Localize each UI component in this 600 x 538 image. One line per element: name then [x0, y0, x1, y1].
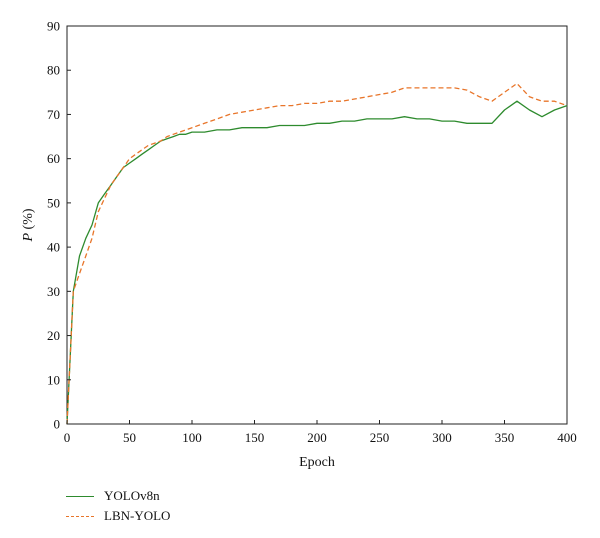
y-tick-label: 60 [47, 151, 60, 166]
y-tick-label: 0 [54, 417, 61, 432]
plot-border [66, 25, 568, 425]
legend-label-lbn-yolo: LBN-YOLO [104, 508, 171, 523]
legend-item-lbn-yolo: LBN-YOLO [66, 506, 170, 526]
y-tick-label: 80 [47, 63, 60, 78]
legend-swatch-lbn-yolo [66, 515, 94, 517]
x-tick-label: 150 [245, 430, 265, 445]
y-tick-label: 50 [47, 195, 60, 210]
x-axis-title: Epoch [299, 455, 335, 470]
x-tick-label: 100 [182, 430, 202, 445]
series-line-lbn-yolo [66, 82, 568, 425]
series-layer [66, 82, 568, 425]
y-tick-label: 10 [47, 372, 60, 387]
plot-frame [66, 25, 568, 425]
legend-label-yolov8n: YOLOv8n [104, 488, 160, 503]
y-tick-label: 90 [47, 19, 60, 34]
x-tick-label: 300 [432, 430, 452, 445]
y-tick-label: 40 [47, 240, 60, 255]
legend-swatch-yolov8n [66, 495, 94, 497]
x-tick-label: 50 [123, 430, 136, 445]
axes-layer: 0 50 100 150 200 250 300 350 400 0 10 20 30 40 50 60 70 8… [47, 19, 577, 446]
y-tick-label: 30 [47, 284, 60, 299]
y-tick-label: 20 [47, 328, 60, 343]
x-tick-label: 0 [64, 430, 71, 445]
x-tick-label: 200 [307, 430, 327, 445]
x-tick-label: 400 [557, 430, 577, 445]
y-axis-title: P (%) [21, 208, 36, 242]
series-line-yolov8n [66, 100, 568, 425]
y-tick-label: 70 [47, 107, 60, 122]
legend-item-yolov8n: YOLOv8n [66, 486, 170, 506]
x-tick-label: 350 [495, 430, 515, 445]
x-tick-label: 250 [370, 430, 390, 445]
legend: YOLOv8n LBN-YOLO [66, 486, 170, 526]
